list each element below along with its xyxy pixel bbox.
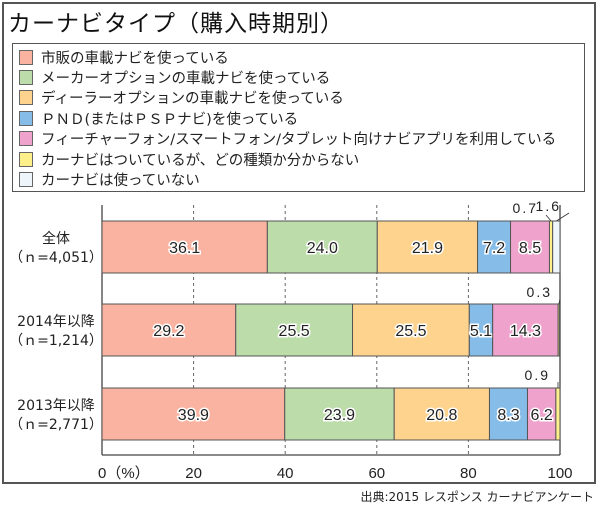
bar-segment bbox=[555, 387, 561, 441]
bar-segment bbox=[376, 220, 479, 274]
data-label: 24.0 bbox=[307, 240, 338, 257]
legend-item: 市販の車載ナビを使っている bbox=[19, 47, 584, 67]
legend-item: カーナビはついているが、どの種類か分からない bbox=[19, 149, 584, 169]
legend-item: カーナビは使っていない bbox=[19, 169, 584, 189]
data-label: 7.2 bbox=[483, 240, 505, 257]
bar-segment bbox=[393, 387, 490, 441]
category-label: 全体 bbox=[42, 230, 70, 247]
category-label: 2013年以降 bbox=[17, 398, 95, 414]
legend-swatch bbox=[19, 110, 33, 126]
legend-label: メーカーオプションの車載ナビを使っている bbox=[41, 71, 331, 88]
callout-line bbox=[558, 298, 561, 305]
data-label: 23.9 bbox=[324, 407, 355, 424]
x-tick-label: 100 bbox=[547, 465, 572, 482]
data-label: 36.1 bbox=[169, 240, 200, 257]
legend-swatch bbox=[19, 70, 33, 86]
legend-swatch bbox=[19, 172, 33, 188]
category-sublabel: （ｎ=2,771） bbox=[9, 417, 103, 433]
callout-line bbox=[556, 212, 570, 222]
chart-frame bbox=[2, 2, 596, 484]
data-label: 25.5 bbox=[279, 323, 310, 340]
chart-title: カーナビタイプ（購入時期別） bbox=[8, 11, 344, 37]
data-label: 14.3 bbox=[510, 323, 541, 340]
x-tick-label: 0（%） bbox=[98, 465, 150, 482]
category-label: 2014年以降 bbox=[17, 314, 95, 330]
legend-swatch bbox=[19, 90, 33, 106]
legend-label: 市販の車載ナビを使っている bbox=[41, 50, 229, 67]
data-label: 8.5 bbox=[519, 240, 541, 257]
bar-segment bbox=[284, 387, 395, 441]
legend-item: ＰＮＤ(またはＰＳＰナビ)を使っている bbox=[19, 108, 584, 128]
legend-item: ディーラーオプションの車載ナビを使っている bbox=[19, 88, 584, 108]
data-label: 39.9 bbox=[178, 407, 209, 424]
category-sublabel: （ｎ=4,051） bbox=[9, 250, 103, 266]
bar-segment bbox=[266, 220, 378, 274]
legend-label: ＰＮＤ(またはＰＳＰナビ)を使っている bbox=[41, 111, 299, 128]
bar-segment bbox=[488, 387, 528, 441]
data-label: 25.5 bbox=[395, 323, 426, 340]
legend-item: フィーチャーフォン/スマートフォン/タブレット向けナビアプリを利用している bbox=[19, 129, 584, 149]
x-tick-label: 20 bbox=[185, 465, 202, 482]
callout-label: 0.9 bbox=[525, 367, 550, 383]
x-tick-label: 60 bbox=[368, 465, 385, 482]
data-label: 8.3 bbox=[497, 407, 519, 424]
x-tick-label: 80 bbox=[460, 465, 477, 482]
data-label: 5.1 bbox=[470, 323, 492, 340]
legend-label: カーナビはついているが、どの種類か分からない bbox=[41, 152, 360, 169]
data-label: 6.2 bbox=[531, 407, 553, 424]
bar-segment bbox=[557, 303, 561, 357]
bar-segment bbox=[510, 220, 550, 274]
bar-segment bbox=[101, 387, 286, 441]
callout-line bbox=[545, 214, 552, 222]
bar-segment bbox=[477, 220, 512, 274]
callout-label: 1.6 bbox=[536, 198, 561, 214]
bar-segment bbox=[552, 220, 561, 274]
legend-item: メーカーオプションの車載ナビを使っている bbox=[19, 67, 584, 87]
callout-label: 0.7 bbox=[513, 200, 538, 216]
source-credit: 出典:2015 レスポンス カーナビアンケート bbox=[360, 490, 595, 504]
callout-label: 0.3 bbox=[527, 284, 552, 300]
category-sublabel: （ｎ=1,214） bbox=[9, 333, 103, 349]
data-label: 21.9 bbox=[412, 240, 443, 257]
legend-label: カーナビは使っていない bbox=[41, 173, 200, 190]
legend-swatch bbox=[19, 49, 33, 65]
legend-label: ディーラーオプションの車載ナビを使っている bbox=[41, 91, 344, 108]
data-label: 20.8 bbox=[426, 407, 457, 424]
legend-label: フィーチャーフォン/スマートフォン/タブレット向けナビアプリを利用している bbox=[41, 132, 557, 149]
data-label: 29.2 bbox=[153, 323, 184, 340]
legend: 市販の車載ナビを使っている メーカーオプションの車載ナビを使っている ディーラー… bbox=[12, 43, 585, 192]
legend-swatch bbox=[19, 131, 33, 147]
x-tick-label: 40 bbox=[277, 465, 294, 482]
bar-segment bbox=[526, 387, 557, 441]
legend-swatch bbox=[19, 151, 33, 167]
